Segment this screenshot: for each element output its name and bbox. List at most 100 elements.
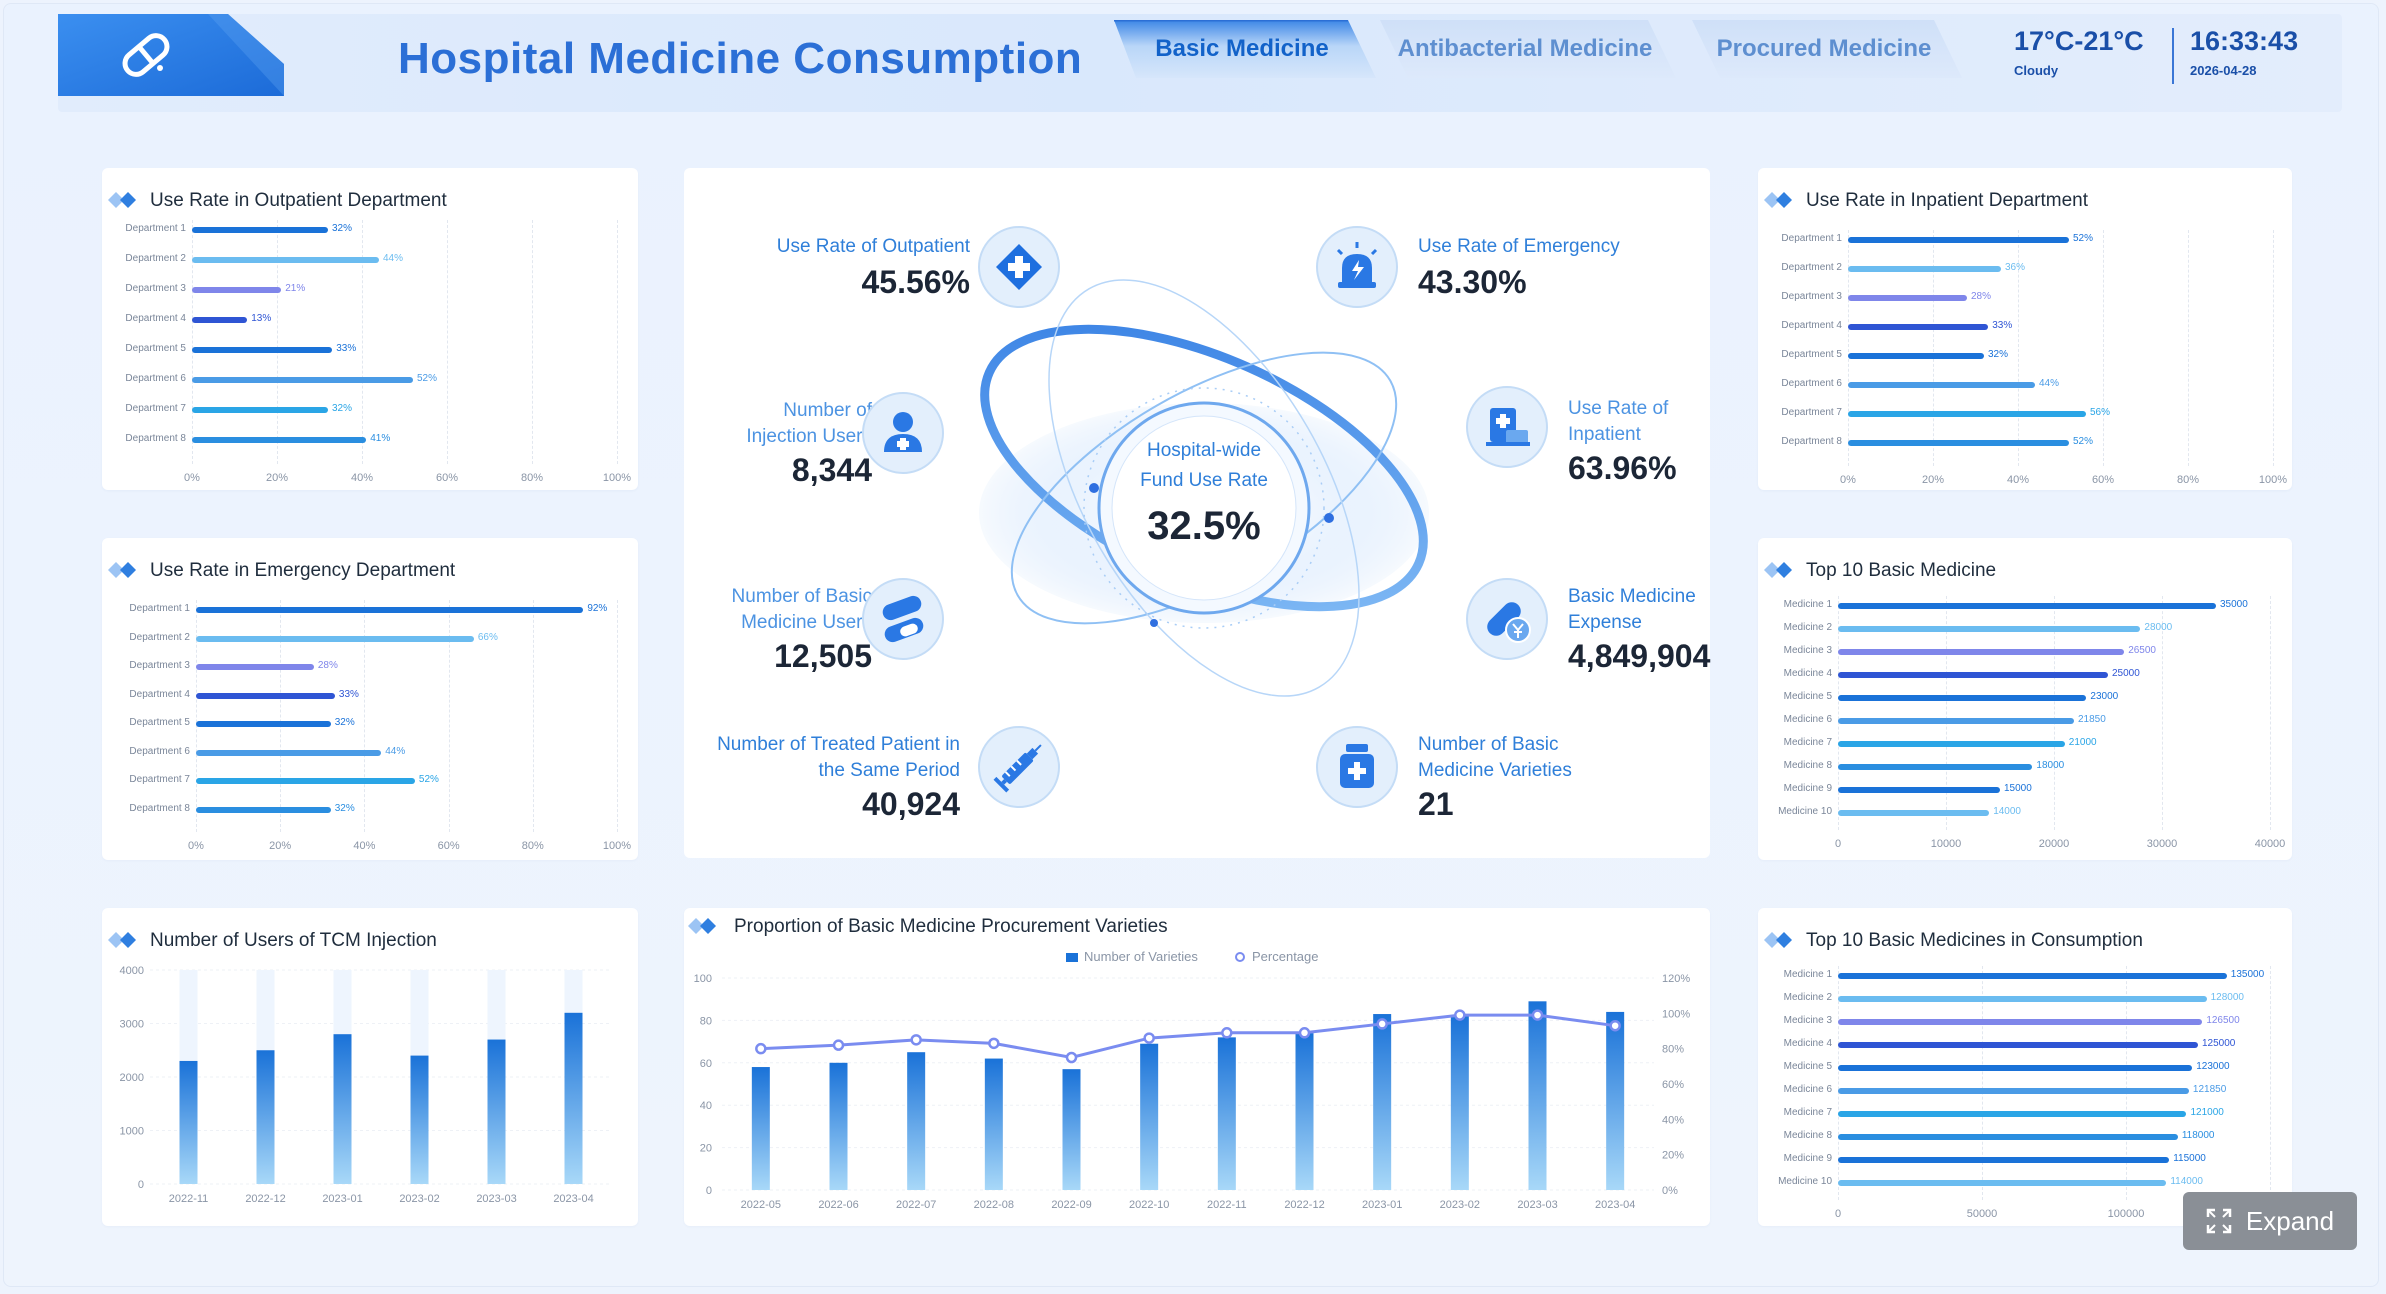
bar	[1606, 1011, 1625, 1190]
orbit-graphic	[979, 279, 1429, 697]
bar	[1838, 973, 2227, 979]
category-label: Medicine 8	[1783, 760, 1832, 771]
clock-time: 16:33:43	[2190, 26, 2299, 56]
y2-tick-label: 40%	[1662, 1114, 1684, 1126]
value-label: 121850	[2192, 1084, 2227, 1095]
tab-antibacterial-medicine-label: Antibacterial Medicine	[1397, 35, 1653, 62]
value-label: 32%	[332, 403, 353, 414]
weather-widget: 17°C-21°C Cloudy	[2014, 26, 2144, 78]
bar	[192, 227, 328, 233]
line-point	[1531, 1009, 1544, 1021]
metric-basic-users-value: 12,505	[774, 638, 872, 674]
category-label: Department 7	[129, 774, 190, 785]
panel-title: Top 10 Basic Medicines in Consumption	[1806, 930, 2143, 951]
panel-title-icon	[1764, 932, 1792, 948]
bar	[907, 1052, 926, 1190]
x-tick-label: 40%	[353, 840, 376, 852]
legend-line-swatch	[1235, 952, 1245, 962]
x-tick-label: 0	[1834, 1208, 1842, 1220]
grid-line	[362, 220, 363, 464]
value-label: 25000	[2112, 668, 2140, 679]
x-tick-label: 2023-01	[322, 1193, 362, 1205]
category-label: Medicine 1	[1783, 599, 1832, 610]
metric-varieties-title-1: Number of Basic	[1418, 734, 1559, 755]
grid-line	[2162, 596, 2163, 830]
value-label: 92%	[587, 603, 608, 614]
bar	[1838, 810, 1990, 816]
legend-bar-swatch	[1066, 953, 1078, 962]
grid-line	[448, 600, 450, 832]
value-label: 28000	[2144, 622, 2173, 633]
bar	[1217, 1037, 1236, 1190]
plus-medical-icon	[978, 226, 1060, 308]
metric-outpatient-title: Use Rate of Outpatient	[776, 236, 970, 257]
x-tick-label: 2022-11	[169, 1193, 209, 1205]
x-tick-label: 2022-12	[245, 1193, 285, 1205]
bar	[1838, 1042, 2198, 1048]
category-label: Medicine 2	[1783, 622, 1832, 633]
grid-line	[364, 600, 366, 832]
clock-widget: 16:33:43 2026-04-28	[2190, 26, 2298, 78]
category-label: Department 6	[1781, 378, 1842, 389]
x-tick-label: 40000	[2254, 838, 2286, 850]
value-label: 28%	[317, 660, 338, 671]
bar	[1838, 1111, 2187, 1117]
panel-title: Proportion of Basic Medicine Procurement…	[734, 916, 1168, 937]
line-point	[1454, 1009, 1466, 1021]
bar	[1450, 1016, 1469, 1190]
x-tick-label: 2023-02	[399, 1193, 439, 1205]
grid-line	[2188, 230, 2189, 466]
tab-basic-medicine[interactable]: Basic Medicine	[1108, 20, 1376, 78]
expand-button[interactable]: Expand	[2183, 1192, 2357, 1250]
grid-line	[1838, 596, 1839, 830]
bar	[1838, 718, 2074, 724]
percentage-line	[760, 1013, 1616, 1060]
bar	[192, 287, 282, 293]
y-tick-label: 0	[706, 1185, 712, 1197]
y2-tick-label: 60%	[1662, 1079, 1684, 1091]
bar	[196, 749, 382, 756]
category-label: Medicine 8	[1783, 1130, 1832, 1141]
tab-antibacterial-medicine[interactable]: Antibacterial Medicine	[1374, 20, 1676, 78]
bar	[1838, 764, 2033, 770]
tab-procured-medicine[interactable]: Procured Medicine	[1686, 20, 1962, 78]
line-point	[1376, 1018, 1388, 1030]
bar	[1848, 266, 2001, 272]
value-label: 21000	[2068, 737, 2097, 748]
category-label: Medicine 6	[1783, 714, 1832, 725]
bar	[196, 692, 335, 699]
line-point	[1298, 1027, 1311, 1039]
value-label: 118000	[2181, 1130, 2215, 1141]
value-label: 52%	[2073, 436, 2094, 447]
category-label: Medicine 3	[1783, 1015, 1832, 1026]
bar	[1528, 1001, 1547, 1190]
clock-date: 2026-04-28	[2190, 63, 2257, 78]
nurse-icon	[862, 392, 944, 474]
line-point	[988, 1037, 1000, 1050]
grid-line	[617, 220, 618, 464]
bar	[1140, 1043, 1159, 1190]
x-tick-label: 2023-01	[1362, 1199, 1402, 1211]
value-label: 35000	[2220, 599, 2248, 610]
x-tick-label: 40%	[350, 472, 374, 484]
syringe-icon	[978, 726, 1060, 808]
metric-basic-users-title-2: Medicine Users	[741, 612, 872, 633]
category-label: Department 5	[125, 343, 186, 354]
category-label: Medicine 5	[1783, 1061, 1832, 1072]
value-label: 14000	[1993, 806, 2021, 817]
expand-label: Expand	[2245, 1205, 2335, 1236]
y-tick-label: 2000	[120, 1072, 144, 1084]
legend-bar-label: Number of Varieties	[1084, 949, 1198, 964]
bar	[487, 1039, 506, 1184]
y2-tick-label: 20%	[1662, 1150, 1684, 1162]
category-label: Medicine 7	[1783, 737, 1832, 748]
x-tick-label: 20%	[269, 840, 292, 852]
capsule-coin-icon	[1466, 578, 1548, 660]
category-label: Medicine 4	[1783, 668, 1832, 679]
grid-line	[1933, 230, 1934, 466]
bar	[1062, 1069, 1081, 1190]
bar	[1848, 440, 2069, 446]
panel-emergency-use-rate: Use Rate in Emergency Department 0% 20% 40…	[102, 538, 638, 860]
grid-line	[2270, 596, 2271, 830]
pills-icon	[862, 578, 944, 660]
